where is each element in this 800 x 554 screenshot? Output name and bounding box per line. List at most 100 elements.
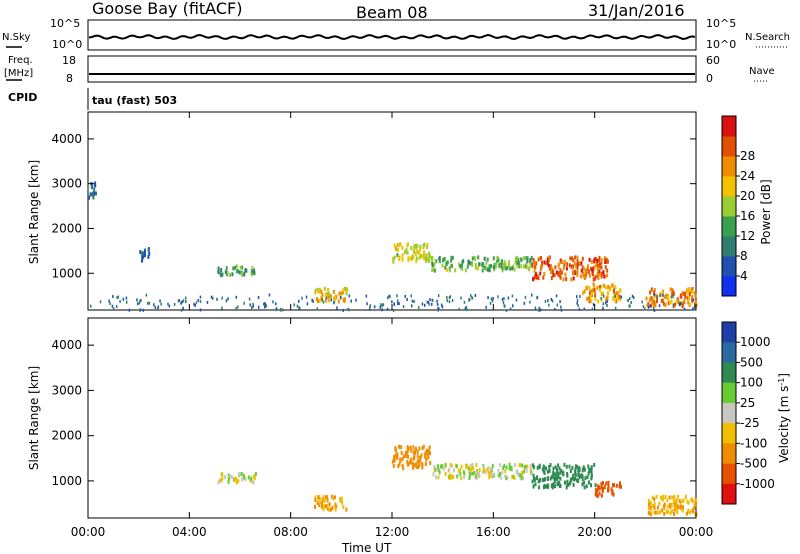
- data-cell: [423, 250, 425, 255]
- data-cell: [264, 302, 266, 306]
- data-cell: [523, 301, 526, 305]
- y-tick-label: 4000: [51, 132, 82, 146]
- data-cell: [117, 295, 120, 299]
- data-cell: [468, 466, 470, 471]
- data-cell: [406, 250, 409, 255]
- data-cell: [238, 270, 241, 275]
- data-cell: [582, 291, 584, 295]
- data-cell: [411, 256, 413, 261]
- data-cell: [452, 475, 454, 480]
- data-cell: [574, 255, 577, 260]
- data-cell: [398, 302, 400, 306]
- data-cell: [691, 289, 694, 294]
- data-cell: [342, 298, 345, 303]
- data-cell: [301, 296, 303, 300]
- data-cell: [655, 494, 658, 499]
- data-cell: [602, 270, 605, 275]
- data-cell: [243, 272, 246, 277]
- data-cell: [225, 266, 228, 271]
- data-cell: [588, 273, 591, 278]
- data-cell: [513, 475, 516, 480]
- data-cell: [668, 495, 671, 500]
- data-cell: [534, 482, 537, 487]
- data-cell: [426, 245, 429, 249]
- data-cell: [686, 295, 689, 300]
- data-cell: [237, 478, 240, 483]
- data-cell: [400, 445, 403, 450]
- data-cell: [600, 485, 603, 490]
- data-cell: [583, 480, 585, 485]
- data-cell: [557, 471, 560, 476]
- data-cell: [583, 485, 586, 490]
- data-cell: [415, 464, 418, 469]
- data-cell: [147, 247, 150, 252]
- data-cell: [666, 504, 669, 509]
- data-cell: [520, 264, 523, 269]
- data-cell: [115, 305, 118, 308]
- data-cell: [590, 476, 593, 481]
- data-cell: [426, 452, 429, 457]
- data-cell: [487, 471, 490, 475]
- time-x-axis: 00:00 04:00 08:00 12:00 16:00 20:00 00:00: [71, 112, 713, 539]
- data-cell: [670, 299, 673, 304]
- data-cell: [475, 470, 478, 475]
- data-cell: [435, 467, 438, 472]
- data-cell: [329, 294, 332, 299]
- data-cell: [662, 494, 665, 499]
- data-cell: [405, 451, 408, 455]
- data-cell: [396, 452, 399, 457]
- data-cell: [673, 512, 676, 516]
- data-cell: [560, 308, 563, 312]
- data-cell: [576, 262, 579, 266]
- data-cell: [326, 503, 329, 508]
- data-cell: [109, 302, 111, 305]
- data-cell: [570, 277, 573, 282]
- data-cell: [695, 299, 697, 304]
- data-cell: [667, 301, 670, 306]
- data-cell: [235, 295, 238, 299]
- data-cell: [241, 272, 244, 277]
- colorbar-tick-label: 100: [740, 376, 763, 390]
- data-cell: [531, 471, 534, 476]
- data-cell: [339, 296, 342, 300]
- data-cell: [465, 465, 468, 470]
- data-cell: [502, 466, 505, 470]
- data-cell: [542, 464, 545, 469]
- data-cell: [588, 257, 591, 262]
- data-cell: [369, 304, 372, 308]
- data-cell: [559, 268, 562, 273]
- data-cell: [525, 265, 528, 270]
- data-cell: [542, 478, 545, 483]
- data-cell: [673, 500, 675, 504]
- data-cell: [572, 473, 575, 478]
- data-cell: [599, 287, 601, 292]
- data-cell: [251, 306, 253, 310]
- data-cell: [602, 306, 604, 310]
- data-cell: [416, 454, 419, 459]
- data-cell: [679, 501, 682, 506]
- data-cell: [392, 259, 395, 264]
- data-cell: [504, 469, 507, 474]
- colorbar-swatch: [722, 136, 736, 157]
- y-tick-label: 1000: [51, 266, 82, 280]
- data-cell: [543, 271, 546, 276]
- data-cell: [401, 456, 404, 461]
- data-cell: [217, 266, 220, 271]
- data-cell: [380, 303, 382, 307]
- data-cell: [692, 307, 694, 311]
- data-cell: [147, 301, 149, 305]
- data-cell: [578, 475, 581, 480]
- data-cell: [650, 287, 653, 292]
- data-cell: [429, 451, 431, 456]
- colorbar-tick-label: 500: [740, 355, 763, 369]
- data-cell: [112, 307, 115, 311]
- data-cell: [544, 477, 546, 482]
- data-cell: [424, 451, 427, 456]
- data-cell: [569, 256, 572, 261]
- data-cell: [424, 303, 426, 307]
- data-cell: [594, 483, 597, 488]
- data-cell: [320, 289, 323, 294]
- data-cell: [407, 258, 410, 263]
- data-cell: [615, 483, 618, 488]
- data-cell: [394, 246, 397, 251]
